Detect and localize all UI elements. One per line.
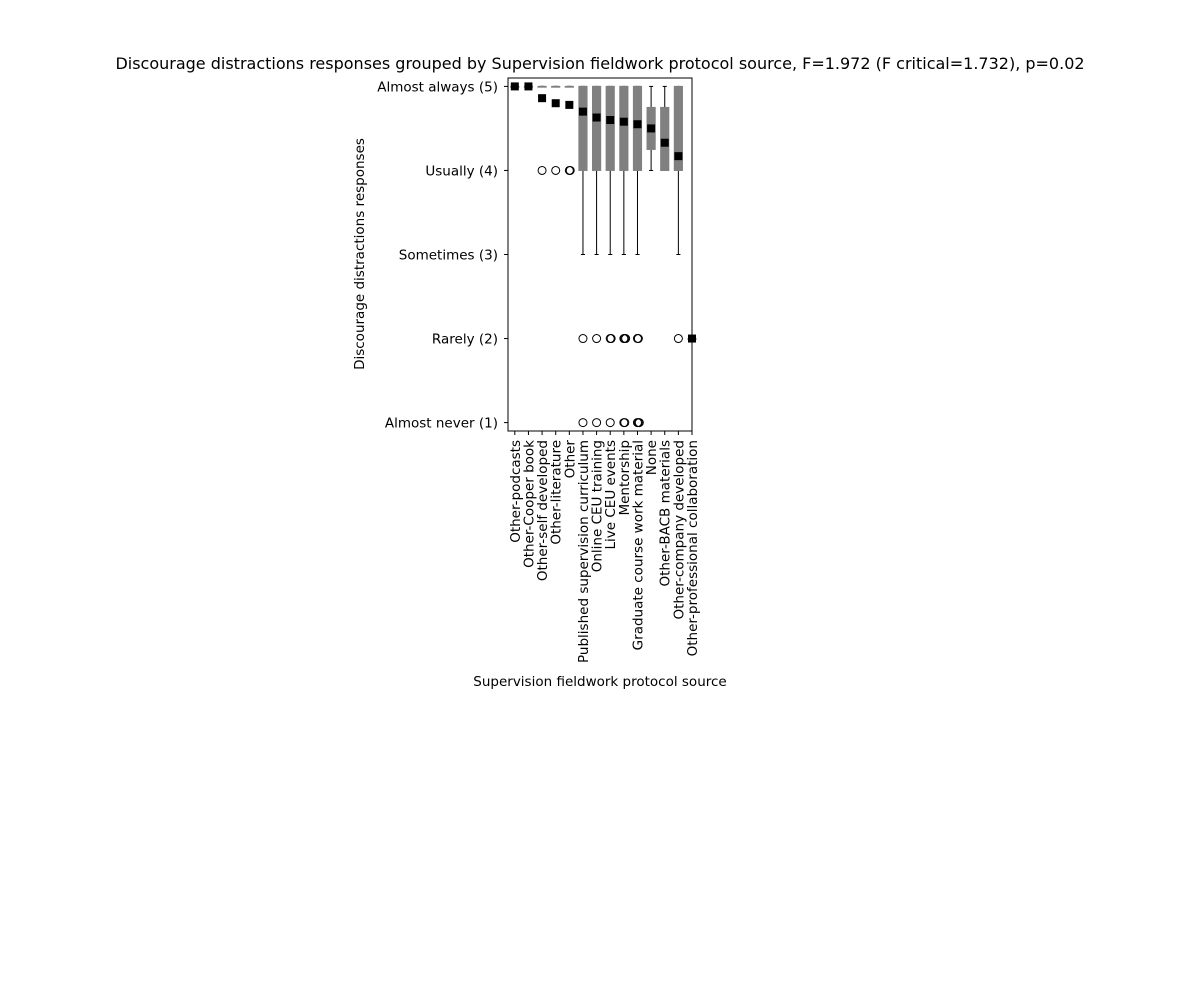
plot-frame [507, 77, 693, 432]
outlier-point [605, 418, 615, 428]
outlier-point [673, 334, 683, 344]
outlier-point [634, 418, 644, 428]
x-tick-label: Other-professional collaboration [685, 440, 701, 656]
x-tick-label: Other-BACB materials [658, 440, 674, 586]
mean-marker [606, 116, 615, 125]
mean-marker [660, 138, 669, 147]
outlier-point [592, 334, 602, 344]
mean-marker [619, 117, 628, 126]
y-tick-label: Almost never (1) [385, 416, 498, 432]
box [605, 85, 615, 171]
x-tick-label: Mentorship [617, 440, 633, 516]
mean-marker [524, 82, 533, 91]
x-tick-label: None [644, 440, 660, 475]
y-tick-label: Almost always (5) [377, 79, 498, 95]
outlier-point [578, 334, 588, 344]
outlier-point [551, 165, 561, 175]
x-tick-label: Other-Cooper book [521, 440, 537, 568]
mean-marker [565, 100, 574, 109]
box [592, 85, 602, 171]
outlier-point [592, 418, 602, 428]
chart-title: Discourage distractions responses groupe… [115, 54, 1084, 73]
mean-marker [633, 120, 642, 129]
outlier-point [537, 165, 547, 175]
box [578, 85, 588, 171]
x-tick-label: Published supervision curriculum [576, 440, 592, 663]
mean-marker [647, 124, 656, 133]
mean-marker [592, 113, 601, 122]
outlier-point [565, 165, 575, 175]
x-tick-label: Online CEU training [590, 440, 606, 572]
mean-marker [551, 99, 560, 108]
mean-marker [674, 152, 683, 161]
x-tick-label: Other-company developed [671, 440, 687, 619]
box [632, 85, 643, 171]
outlier-point [606, 334, 616, 344]
x-tick-label: Other-literature [549, 440, 565, 545]
mean-marker [538, 94, 547, 103]
x-tick-label: Graduate course work material [630, 440, 646, 650]
x-tick-label: Live CEU events [603, 440, 619, 549]
x-tick-label: Other-self developed [535, 440, 551, 581]
mean-marker [510, 82, 519, 91]
outlier-point [633, 334, 643, 344]
outlier-point [620, 418, 630, 428]
box [619, 85, 629, 171]
y-tick-label: Sometimes (3) [399, 248, 498, 264]
outlier-point [578, 418, 588, 428]
plot-area: Almost always (5) Usually (4) Sometimes (3… [377, 77, 701, 663]
outlier-point [621, 334, 631, 344]
y-tick-label: Rarely (2) [432, 332, 498, 348]
x-tick-label: Other-podcasts [508, 440, 524, 543]
mean-marker [578, 107, 587, 116]
x-axis-label: Supervision fieldwork protocol source [473, 674, 726, 690]
y-tick-label: Usually (4) [425, 163, 498, 179]
y-axis-label: Discourage distractions responses [352, 138, 368, 370]
x-tick-label: Other [562, 440, 578, 479]
